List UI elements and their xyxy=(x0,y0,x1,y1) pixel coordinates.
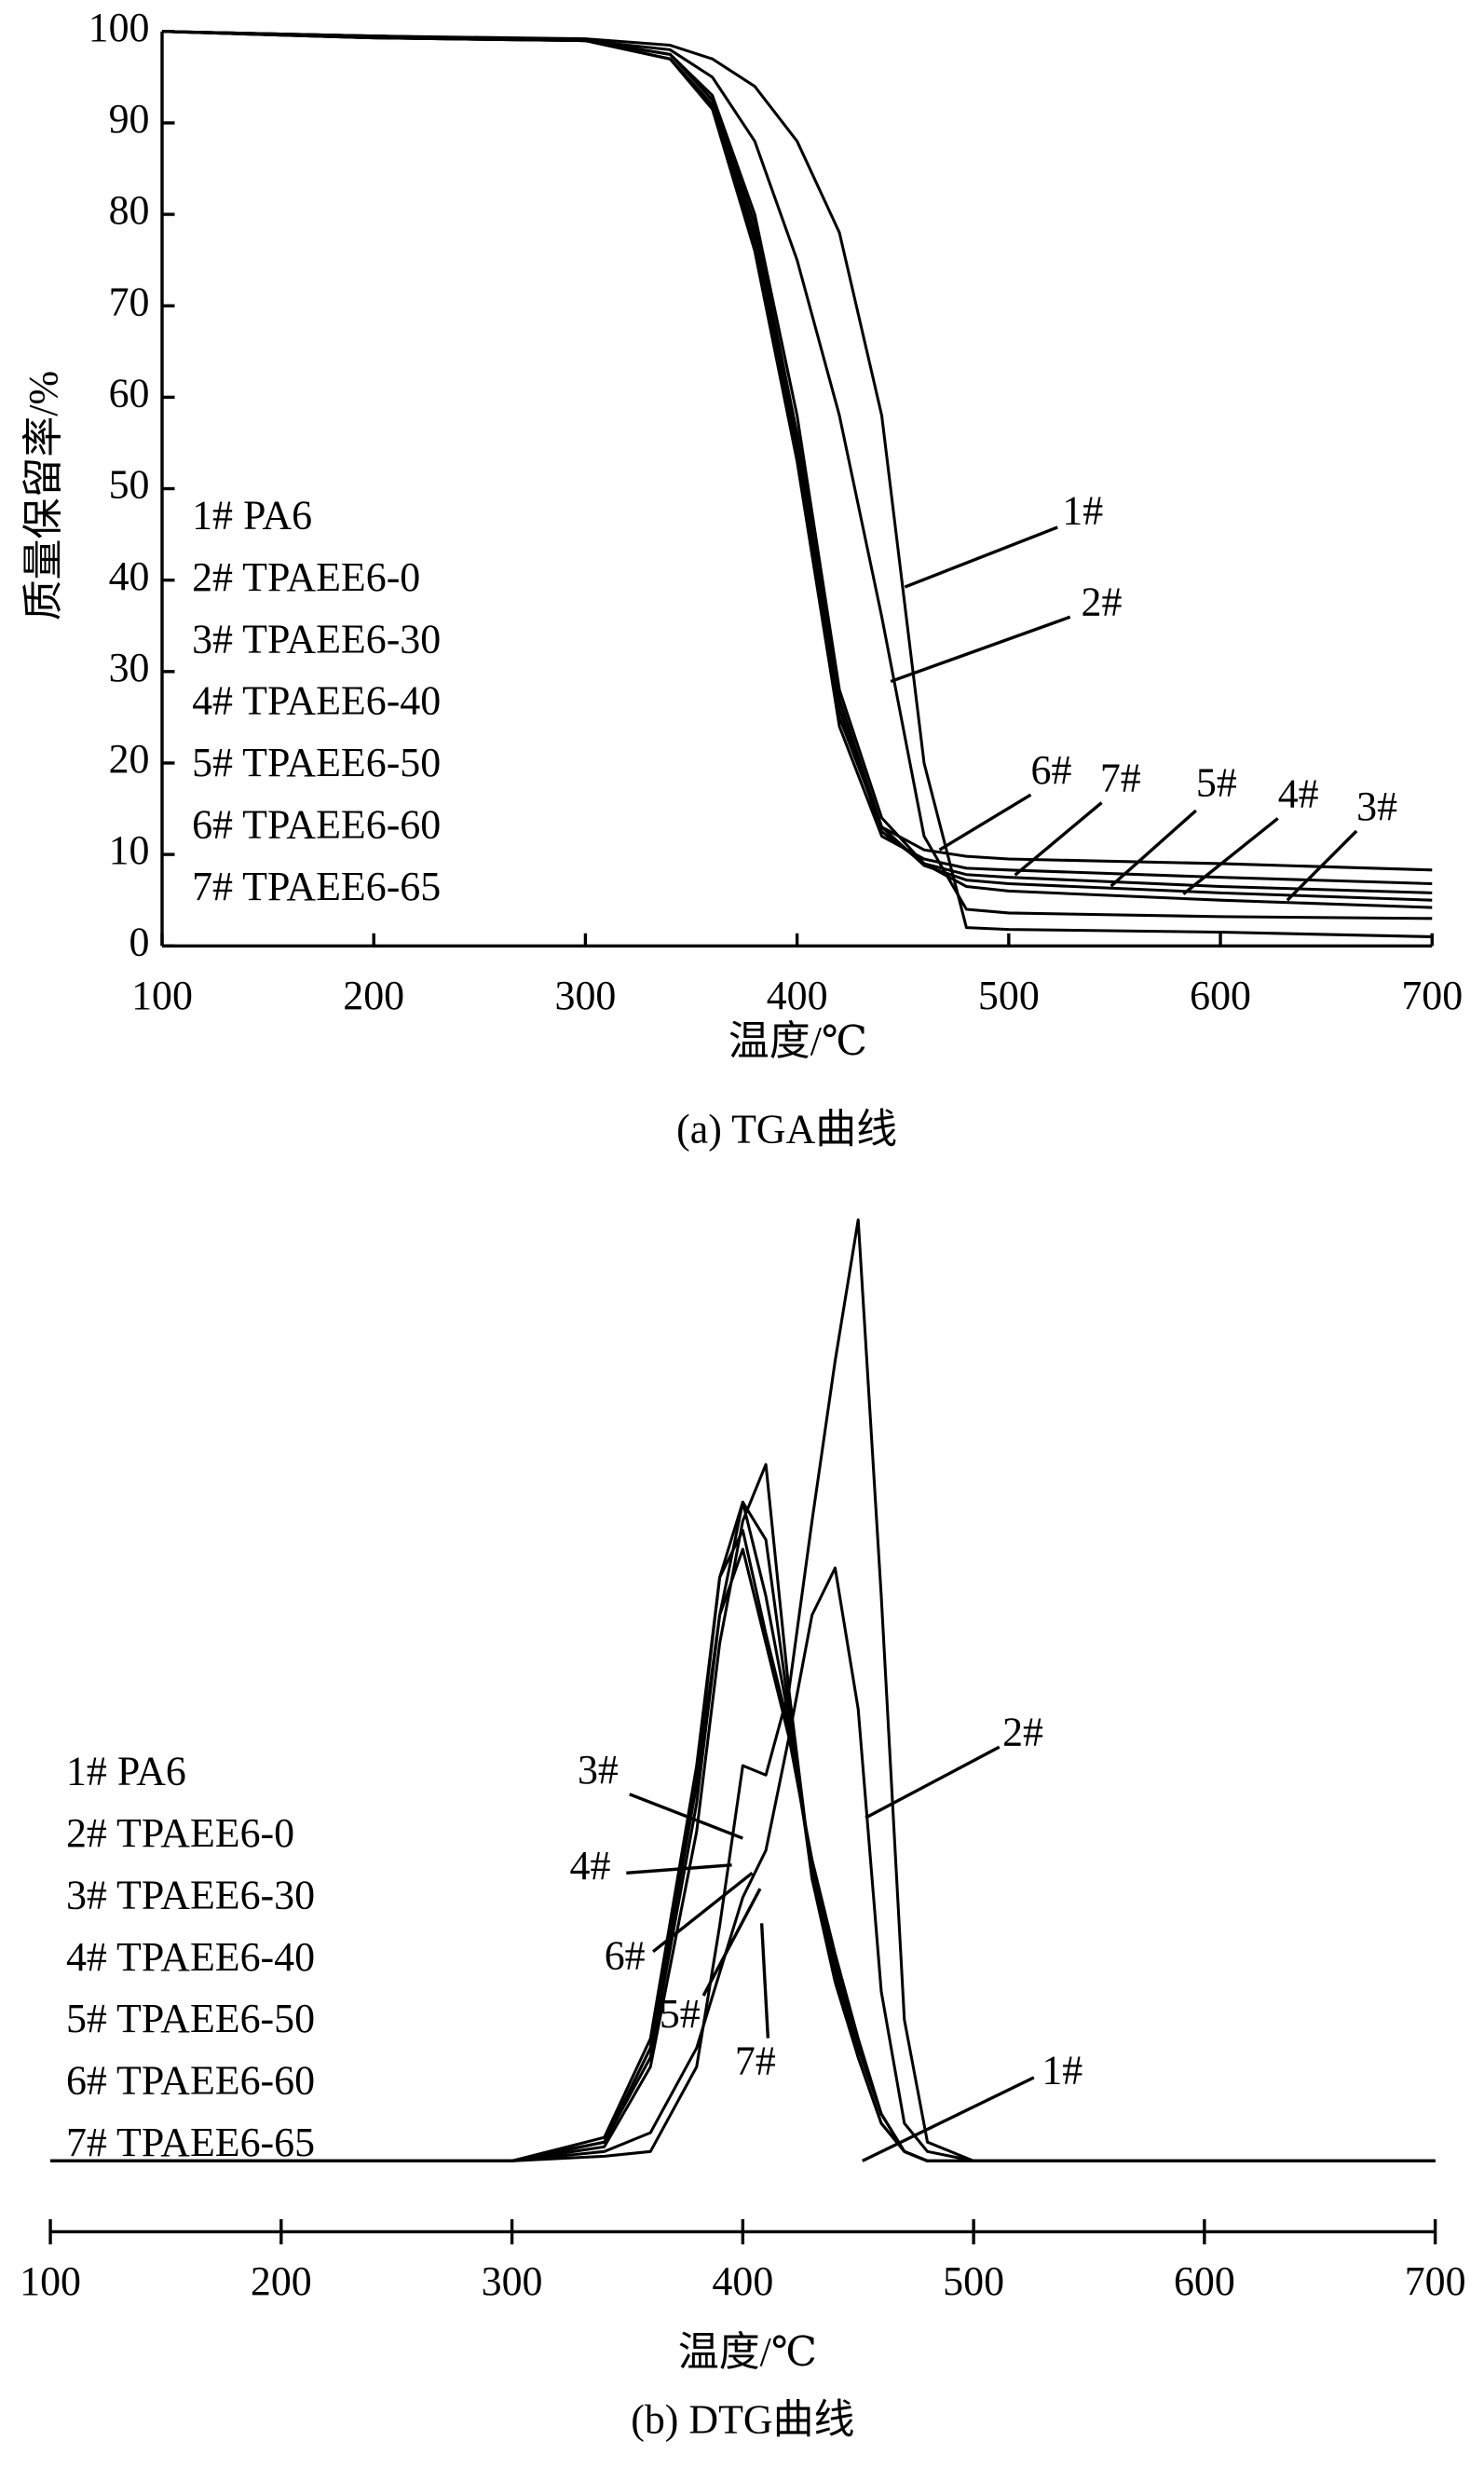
x-axis-label: 温度/℃ xyxy=(728,1018,867,1064)
legend-entry: 2# TPAEE6-0 xyxy=(192,554,420,600)
legend-entry: 4# TPAEE6-40 xyxy=(192,678,441,724)
figure-content: 100 200 300 400 500 600 700 0 10 20 30 40 50 60 70 80 90… xyxy=(20,5,1465,2443)
annotation-leader xyxy=(1286,829,1358,902)
y-tick-label: 100 xyxy=(88,5,150,50)
y-tick-label: 50 xyxy=(109,462,150,508)
annotation: 5# xyxy=(1196,760,1237,806)
x-tick-label: 100 xyxy=(131,973,193,1018)
y-tick-label: 90 xyxy=(109,96,150,142)
annotation: 7# xyxy=(735,2038,776,2083)
x-tick-label: 600 xyxy=(1190,973,1251,1018)
annotation-leader xyxy=(1110,809,1197,888)
x-tick-label: 500 xyxy=(943,2258,1004,2304)
y-tick-label: 40 xyxy=(109,553,150,599)
x-tick-label: 700 xyxy=(1405,2258,1466,2304)
annotation: 6# xyxy=(605,1932,646,1978)
annotation-leader xyxy=(759,1923,770,2038)
annotation-leader xyxy=(626,1863,732,1875)
data-line xyxy=(50,1463,1436,2162)
x-tick-label: 600 xyxy=(1174,2258,1235,2304)
annotation: 1# xyxy=(1062,487,1103,533)
annotation-leader xyxy=(861,2076,1035,2162)
x-tick-label: 500 xyxy=(978,973,1040,1018)
x-tick-label: 100 xyxy=(20,2258,81,2304)
y-tick-label: 80 xyxy=(109,187,150,233)
legend-entry: 5# TPAEE6-50 xyxy=(192,740,441,785)
caption: (b) DTG曲线 xyxy=(631,2397,854,2443)
annotation: 4# xyxy=(1278,771,1319,817)
annotation-leader xyxy=(1014,801,1103,877)
annotation: 3# xyxy=(1356,784,1397,829)
legend-entry: 5# TPAEE6-50 xyxy=(66,1996,315,2041)
legend-entry: 2# TPAEE6-0 xyxy=(66,1810,294,1856)
y-tick-label: 0 xyxy=(129,919,150,964)
annotation-leader xyxy=(904,525,1058,589)
annotation-leader xyxy=(938,793,1032,852)
caption: (a) TGA曲线 xyxy=(676,1106,897,1152)
legend-entry: 1# PA6 xyxy=(66,1749,186,1794)
annotation-leader xyxy=(1182,817,1279,895)
x-tick-label: 300 xyxy=(482,2258,543,2304)
legend-entry: 7# TPAEE6-65 xyxy=(66,2120,315,2165)
legend-entry: 1# PA6 xyxy=(192,493,312,539)
annotation: 1# xyxy=(1042,2048,1082,2093)
x-tick-label: 200 xyxy=(251,2258,312,2304)
legend-entry: 7# TPAEE6-65 xyxy=(192,864,441,909)
annotation: 6# xyxy=(1030,747,1071,793)
x-tick-label: 200 xyxy=(343,973,404,1018)
y-tick-label: 10 xyxy=(109,827,150,873)
annotation-leader xyxy=(865,1745,1001,1820)
annotation: 5# xyxy=(660,1991,701,2037)
legend-entry: 4# TPAEE6-40 xyxy=(66,1934,315,1980)
legend-entry: 3# TPAEE6-30 xyxy=(192,616,441,661)
y-tick-label: 70 xyxy=(109,279,150,324)
annotation: 4# xyxy=(570,1843,611,1888)
y-tick-label: 30 xyxy=(109,645,150,690)
annotation: 7# xyxy=(1100,756,1141,801)
annotation: 2# xyxy=(1002,1709,1043,1754)
x-tick-label: 400 xyxy=(712,2258,773,2304)
y-tick-label: 20 xyxy=(109,736,150,782)
annotation-leader xyxy=(629,1793,743,1840)
y-tick-label: 60 xyxy=(109,370,150,416)
y-axis-label: 质量保留率/% xyxy=(20,371,66,620)
annotation-leader xyxy=(701,1888,762,1997)
annotation: 2# xyxy=(1082,579,1123,624)
x-tick-label: 700 xyxy=(1401,973,1463,1018)
legend-entry: 3# TPAEE6-30 xyxy=(66,1872,315,1917)
annotation: 3# xyxy=(578,1747,619,1793)
x-tick-label: 300 xyxy=(554,973,616,1018)
legend-entry: 6# TPAEE6-60 xyxy=(192,801,441,847)
annotation-leader xyxy=(890,615,1071,684)
annotation-leader xyxy=(652,1871,754,1954)
x-tick-label: 400 xyxy=(767,973,828,1018)
x-axis-label: 温度/℃ xyxy=(678,2329,817,2375)
data-line xyxy=(161,30,1433,938)
legend-entry: 6# TPAEE6-60 xyxy=(66,2058,315,2104)
data-line xyxy=(161,30,1433,886)
